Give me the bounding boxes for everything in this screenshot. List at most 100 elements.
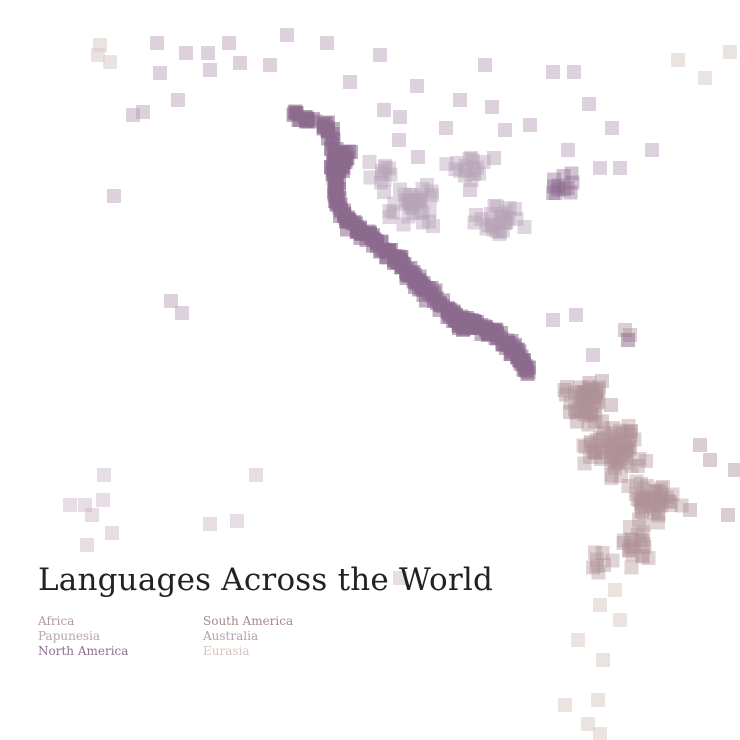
language-marker	[492, 330, 506, 345]
language-marker	[563, 405, 578, 420]
map-title: Languages Across the World	[38, 562, 494, 598]
language-marker	[591, 693, 605, 707]
language-marker	[409, 194, 424, 209]
language-marker	[459, 163, 474, 178]
language-marker	[595, 432, 610, 447]
language-marker	[625, 547, 640, 562]
language-marker	[466, 162, 481, 177]
language-marker	[565, 175, 580, 190]
language-marker	[663, 498, 678, 512]
language-marker	[586, 389, 601, 404]
language-marker	[627, 432, 642, 447]
language-marker	[728, 463, 740, 477]
legend-item-north-america[interactable]: North America	[38, 644, 129, 658]
language-marker	[326, 122, 341, 137]
language-marker	[639, 453, 654, 468]
language-marker	[619, 455, 634, 470]
language-marker	[608, 443, 622, 458]
language-marker	[653, 486, 668, 501]
legend-item-papunesia[interactable]: Papunesia	[38, 629, 101, 643]
language-marker	[551, 182, 565, 197]
language-marker	[463, 183, 477, 197]
language-marker	[413, 192, 427, 207]
language-marker	[623, 424, 638, 439]
language-marker	[374, 167, 389, 181]
language-marker	[609, 431, 624, 446]
language-marker	[653, 498, 668, 513]
language-marker	[153, 66, 167, 80]
language-marker	[616, 443, 631, 458]
language-marker	[591, 395, 606, 410]
language-marker	[546, 179, 561, 194]
language-marker	[381, 161, 396, 176]
language-marker	[523, 118, 537, 132]
language-marker	[653, 491, 668, 506]
language-marker	[412, 274, 427, 289]
language-marker	[645, 491, 660, 505]
language-marker	[595, 421, 610, 436]
language-marker	[623, 427, 638, 442]
language-marker	[651, 508, 666, 523]
language-marker	[614, 446, 629, 461]
language-marker	[397, 187, 412, 202]
language-marker	[646, 505, 661, 520]
language-marker	[487, 151, 501, 165]
language-marker	[641, 493, 656, 508]
language-marker	[619, 424, 634, 439]
language-marker	[576, 387, 591, 402]
language-marker	[582, 380, 597, 394]
language-marker	[636, 536, 651, 551]
language-marker	[179, 46, 193, 60]
language-marker	[474, 212, 489, 227]
language-marker	[263, 58, 277, 72]
language-marker	[611, 441, 626, 456]
language-marker	[622, 543, 637, 558]
language-marker	[401, 196, 416, 211]
legend-item-australia[interactable]: Australia	[203, 629, 259, 643]
language-marker	[593, 598, 607, 612]
language-marker	[467, 167, 482, 182]
language-marker	[485, 100, 499, 114]
language-marker	[637, 499, 652, 513]
language-marker	[492, 227, 507, 242]
language-marker	[569, 308, 583, 322]
language-marker	[585, 382, 600, 397]
language-marker	[582, 387, 597, 402]
language-marker	[327, 145, 342, 160]
language-marker	[588, 406, 603, 421]
legend-item-south-america[interactable]: South America	[203, 614, 294, 628]
language-marker	[588, 445, 603, 460]
language-marker	[589, 432, 604, 447]
language-marker	[103, 55, 117, 69]
language-marker	[623, 439, 638, 454]
language-marker	[105, 526, 119, 540]
language-marker	[661, 494, 676, 509]
language-marker	[645, 143, 659, 157]
language-marker	[581, 717, 595, 731]
language-marker	[230, 514, 244, 528]
language-marker	[465, 314, 480, 329]
language-marker	[634, 504, 649, 519]
language-marker	[615, 448, 630, 463]
language-marker	[594, 441, 609, 456]
language-marker	[373, 175, 388, 190]
language-marker	[632, 452, 647, 466]
language-marker	[604, 450, 619, 464]
language-marker	[600, 439, 615, 454]
language-marker	[403, 195, 417, 210]
language-marker	[635, 525, 650, 540]
legend-item-eurasia[interactable]: Eurasia	[203, 644, 250, 658]
language-marker	[378, 159, 393, 174]
language-marker	[546, 313, 560, 327]
language-marker	[608, 450, 623, 465]
language-marker	[422, 204, 437, 219]
language-marker	[393, 110, 407, 124]
language-marker	[567, 402, 582, 417]
language-marker	[621, 418, 636, 433]
legend-item-africa[interactable]: Africa	[38, 614, 75, 628]
language-marker	[493, 210, 508, 225]
language-marker	[449, 155, 464, 170]
language-marker	[606, 436, 621, 451]
language-marker	[484, 219, 499, 234]
language-marker	[485, 218, 500, 232]
